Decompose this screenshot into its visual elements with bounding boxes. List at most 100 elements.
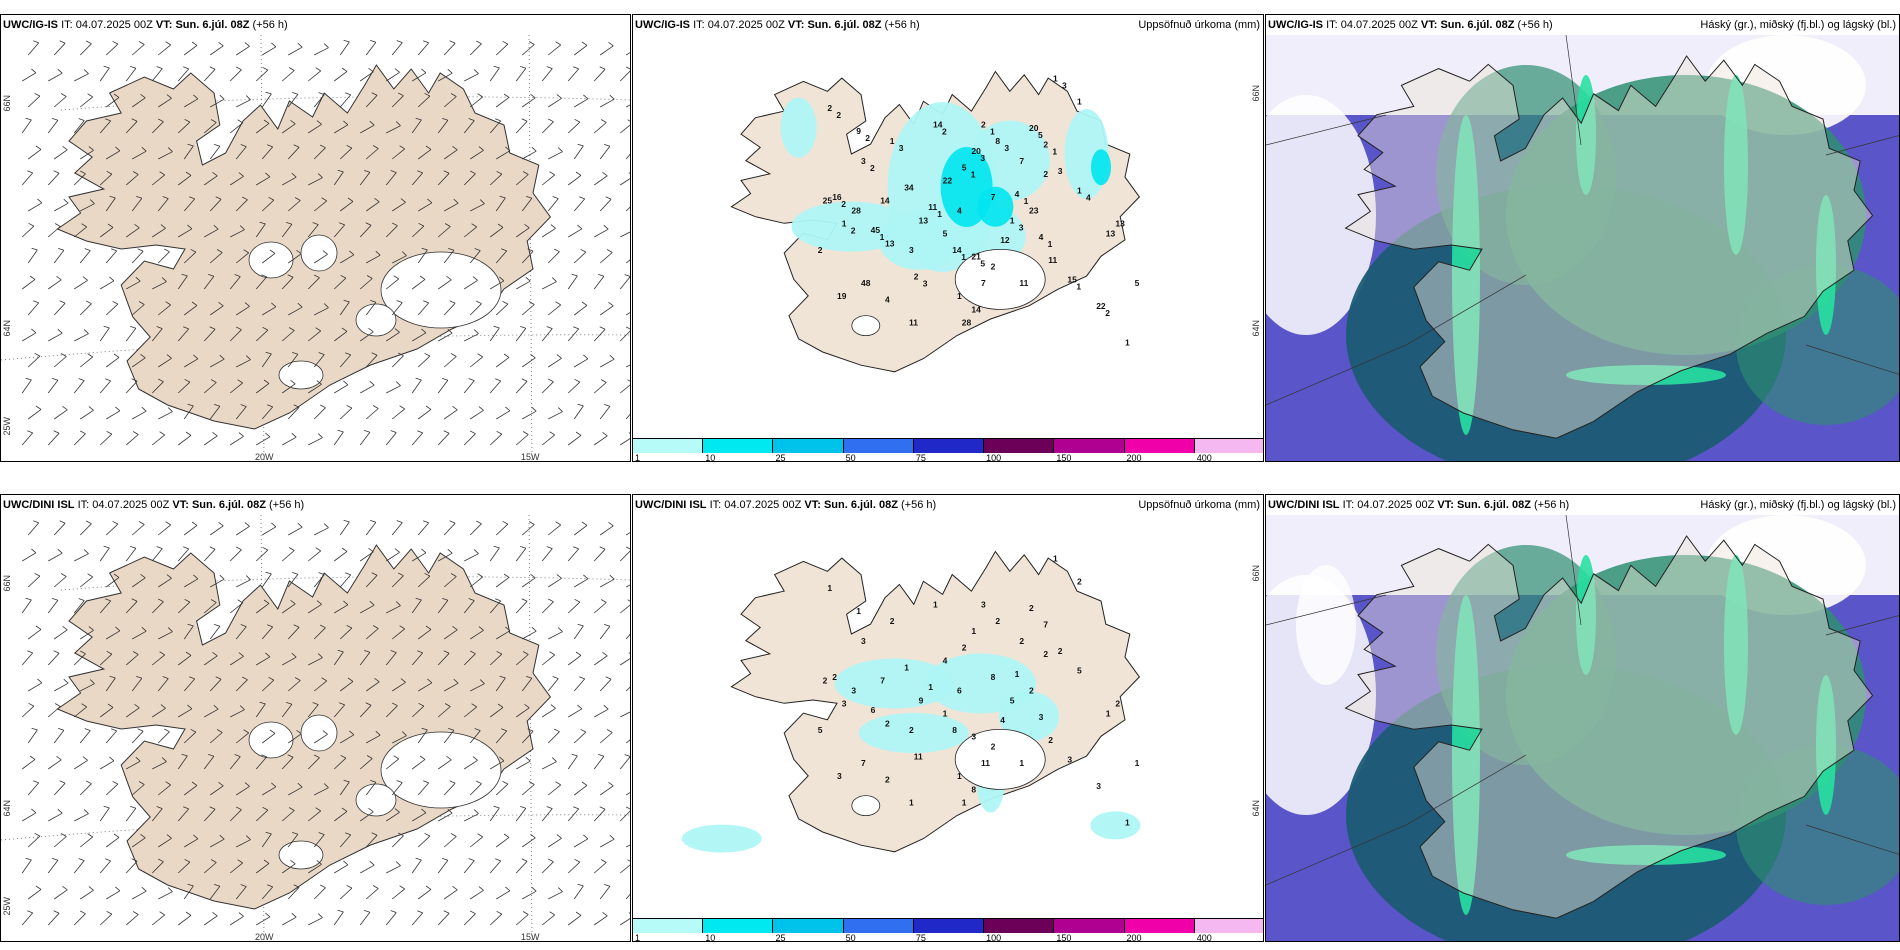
precip-value: 2 [1043,139,1048,149]
precip-value: 9 [856,126,861,136]
lon-label: 15W [521,452,540,462]
colorbar-label: 400 [1196,933,1212,942]
colorbar-label: 75 [915,933,926,942]
precip-value: 22 [1096,301,1106,311]
precip-value: 8 [971,784,976,794]
wind-barbs [21,519,630,926]
precip-value: 14 [971,304,981,314]
precip-value: 2 [885,775,890,785]
precip-value: 8 [995,136,1000,146]
colorbar-cell [984,439,1055,453]
precip-value: 13 [885,238,895,248]
colorbar-cell [1054,439,1125,453]
precip-value: 3 [842,699,847,709]
precip-value: 2 [1029,603,1034,613]
precip-value: 1 [1077,97,1082,107]
colorbar-label: 100 [986,453,1002,462]
precip-value: 1 [1015,669,1020,679]
precip-value: 1 [1019,758,1024,768]
precip-value: 1 [943,709,948,719]
projection-lines [1266,514,1899,886]
colorbar-label: 50 [845,933,856,942]
precip-value: 7 [861,758,866,768]
colorbar-cell [1194,919,1263,933]
precip-value: 6 [957,685,962,695]
precip-colorbar: 1 10 25 50 75 100 150 200 400 [633,918,1263,941]
precip-value: 4 [1086,193,1091,203]
precip-value: 3 [971,732,976,742]
colorbar-label: 200 [1126,933,1142,942]
precip-panel-label: Uppsöfnuð úrkoma (mm) [1138,19,1260,31]
precip-value: 3 [980,153,985,163]
colorbar-cell [843,919,914,933]
precip-value: 16 [832,192,842,202]
lat-label: 64N [1251,800,1261,817]
precip-value: 4 [1039,232,1044,242]
precip-value: 11 [909,318,918,328]
lat-label: 25W [2,417,12,436]
colorbar-label: 50 [845,453,856,462]
lat-label: 64N [2,320,12,337]
wind-barb-map [1,34,630,461]
lat-label: 66N [2,575,12,592]
precip-value: 3 [851,685,856,695]
precip-value: 1 [971,170,976,180]
precip-map: 1216141193112852020211522414142124523422… [730,70,1141,373]
colorbar-label: 25 [775,453,786,462]
precip-value: 2 [942,127,947,137]
precip-value: 2 [981,120,986,130]
precip-value: 28 [851,205,861,215]
colorbar-label: 10 [705,933,716,942]
precip-value: 2 [827,103,832,113]
colorbar-label: 150 [1056,933,1072,942]
precip-value: 2 [909,725,914,735]
cloud-panel-title: UWC/IG-IS IT: 04.07.2025 00Z VT: Sun. 6.… [1268,19,1553,31]
precip-value: 3 [1062,80,1067,90]
wind-barbs [21,39,630,446]
wind-panel-row2: UWC/DINI ISL IT: 04.07.2025 00Z VT: Sun.… [0,494,631,942]
precip-value: 1 [957,771,962,781]
precip-panel-title: UWC/DINI ISL IT: 04.07.2025 00Z VT: Sun.… [635,499,937,511]
wind-barb-map [1,514,630,941]
precip-value: 4 [1015,189,1020,199]
precip-value: 1 [1010,215,1015,225]
precip-value: 2 [885,718,890,728]
colorbar-cell [984,919,1055,933]
precip-value: 2 [832,672,837,682]
precip-value: 4 [943,656,948,666]
colorbar-label: 200 [1126,453,1142,462]
precip-value: 2 [991,262,996,272]
precip-value: 3 [981,600,986,610]
colorbar-cell [1054,919,1125,933]
precip-value: 1 [1048,239,1053,249]
precip-value: 48 [861,278,871,288]
precip-value: 5 [980,259,985,269]
colorbar-cell [1194,439,1263,453]
precip-value: 4 [885,295,890,305]
glaciers [248,714,502,870]
cloud-panel-title: UWC/DINI ISL IT: 04.07.2025 00Z VT: Sun.… [1268,499,1570,511]
precip-value: 3 [1058,166,1063,176]
precip-value: 2 [991,742,996,752]
precip-value: 21 [971,252,981,262]
precip-shading [681,653,1141,853]
precip-value: 2 [995,616,1000,626]
precip-value: 2 [870,163,875,173]
precip-value: 2 [962,643,967,653]
precip-colorbar: 1 10 25 50 75 100 150 200 400 [633,438,1263,461]
precip-value: 7 [991,192,996,202]
colorbar-cell [773,919,844,933]
colorbar-label: 400 [1196,453,1212,462]
colorbar-cell [633,919,704,933]
precip-value: 2 [1105,308,1110,318]
precip-value: 2 [1048,735,1053,745]
lon-label: 20W [255,932,274,942]
precip-value: 3 [1067,755,1072,765]
precip-value: 3 [1019,222,1024,232]
precip-value: 1 [1024,196,1029,206]
precip-value: 13 [919,215,929,225]
precip-value: 3 [1004,143,1009,153]
precip-value: 2 [818,245,823,255]
